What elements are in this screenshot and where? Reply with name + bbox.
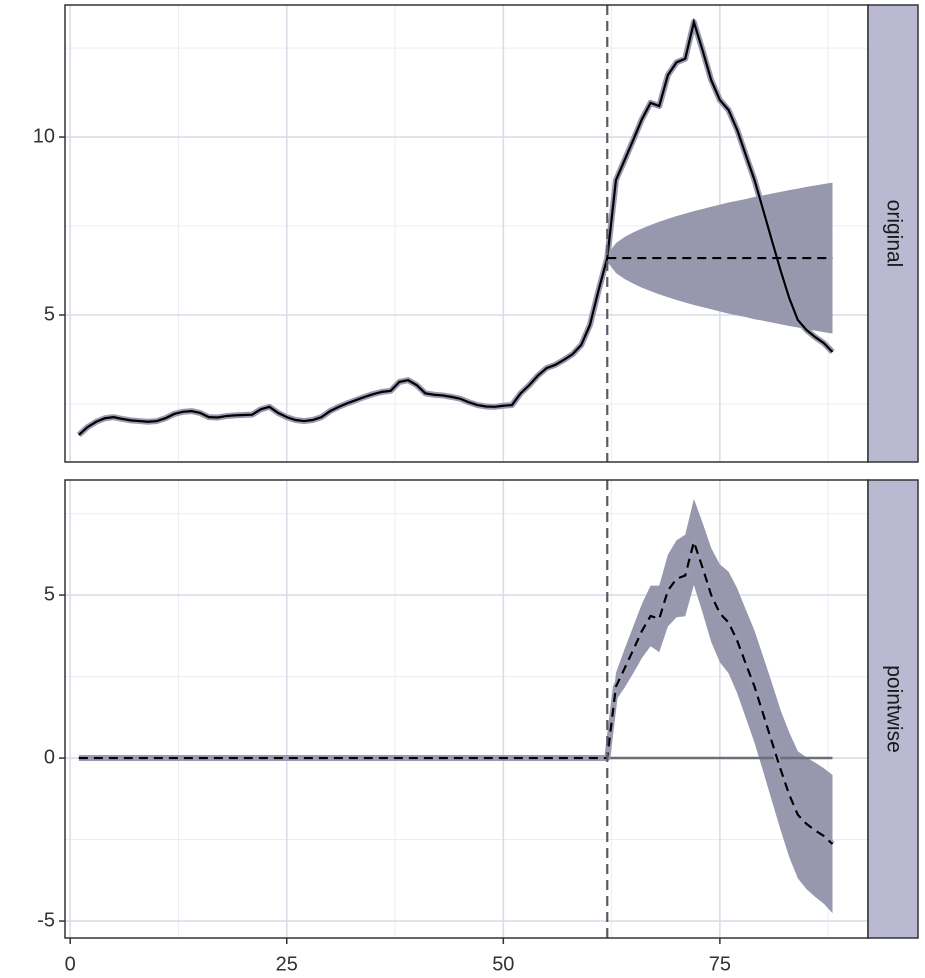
- strip-label: pointwise: [882, 665, 905, 753]
- x-tick-label: 75: [709, 953, 731, 975]
- y-tick-label: 10: [33, 125, 55, 147]
- strip: [867, 479, 919, 939]
- x-tick-label: 25: [276, 953, 298, 975]
- y-tick-label: 5: [44, 303, 55, 325]
- series-line: [78, 538, 834, 845]
- y-tick-label: 5: [44, 583, 55, 605]
- x-tick-label: 0: [65, 953, 76, 975]
- strip: [867, 4, 919, 463]
- panel-background: [65, 480, 868, 938]
- series-line: [78, 17, 834, 436]
- y-tick-label: -5: [37, 909, 55, 931]
- x-tick-label: 50: [492, 953, 514, 975]
- strip-label: original: [882, 200, 905, 268]
- y-tick-label: 0: [44, 746, 55, 768]
